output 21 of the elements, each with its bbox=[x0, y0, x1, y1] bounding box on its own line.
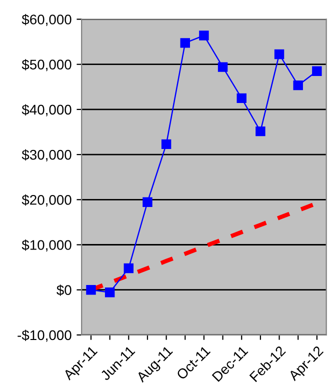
point bbox=[256, 126, 266, 136]
y-tick-label: $60,000 bbox=[22, 14, 72, 26]
point bbox=[142, 197, 152, 207]
point bbox=[161, 139, 172, 150]
y-tick-label: $0 bbox=[56, 284, 72, 296]
point bbox=[124, 263, 134, 274]
y-tick-label: $30,000 bbox=[22, 149, 72, 162]
y-tick-label: $10,000 bbox=[22, 240, 72, 252]
point bbox=[180, 38, 190, 48]
point bbox=[86, 284, 96, 295]
y-tick-label: $20,000 bbox=[22, 194, 72, 206]
point bbox=[104, 287, 115, 298]
point bbox=[199, 30, 209, 40]
y-tick-label: $40,000 bbox=[22, 104, 72, 116]
point bbox=[236, 93, 246, 104]
point bbox=[274, 49, 284, 60]
point bbox=[312, 66, 322, 76]
point bbox=[293, 80, 303, 90]
y-tick-label: $50,000 bbox=[22, 59, 72, 72]
y-tick-label: -$10,000 bbox=[18, 330, 72, 342]
point bbox=[218, 62, 228, 72]
